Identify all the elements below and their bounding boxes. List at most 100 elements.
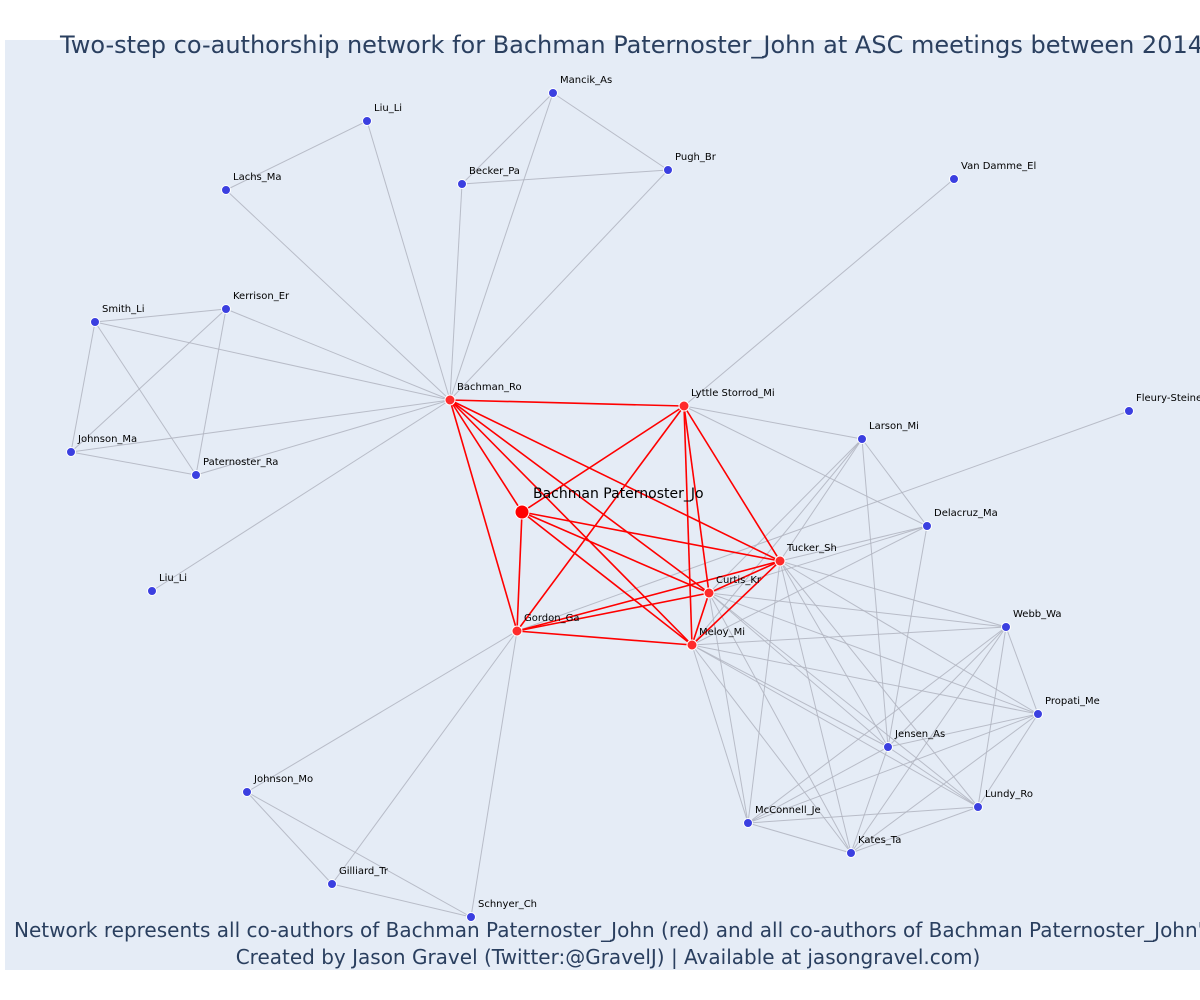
node-marker-fleury[interactable] [1125,407,1134,416]
node-label-schnyer: Schnyer_Ch [478,899,537,910]
edge-curtis-lundy [709,593,978,807]
edge-webb-lundy [978,627,1006,807]
node-delacruz[interactable]: Delacruz_Ma [923,508,998,531]
edge-webb-propati [1006,627,1038,714]
node-marker-meloy[interactable] [687,640,697,650]
edge-kerrison-bachman_ro [226,309,450,400]
edge-tucker-webb [780,561,1006,627]
node-kerrison[interactable]: Kerrison_Er [222,291,291,314]
node-marker-lyttle[interactable] [679,401,689,411]
caption-credit: Created by Jason Gravel (Twitter:@Gravel… [8,944,1200,970]
node-marker-curtis[interactable] [704,588,714,598]
node-marker-mancik[interactable] [549,89,558,98]
node-marker-kerrison[interactable] [222,305,231,314]
node-marker-johnson_ma[interactable] [67,448,76,457]
chart-title: Two-step co-authorship network for Bachm… [60,28,1200,62]
node-webb[interactable]: Webb_Wa [1002,609,1062,632]
node-smith[interactable]: Smith_Li [91,304,145,327]
node-propati[interactable]: Propati_Me [1034,696,1100,719]
edge-johnson_ma-paternoster_ra [71,452,196,475]
node-fleury[interactable]: Fleury-Steiner_Be [1125,393,1200,416]
edge-liu_li_top-bachman_ro [367,121,450,400]
node-marker-gilliard[interactable] [328,880,337,889]
node-marker-jensen[interactable] [884,743,893,752]
edge-curtis-webb [709,593,1006,627]
node-jensen[interactable]: Jensen_As [884,729,946,752]
node-marker-webb[interactable] [1002,623,1011,632]
node-label-jensen: Jensen_As [894,729,945,740]
node-larson[interactable]: Larson_Mi [858,421,919,444]
node-label-kerrison: Kerrison_Er [233,291,290,302]
node-marker-pugh[interactable] [664,166,673,175]
node-label-meloy: Meloy_Mi [699,627,745,638]
node-marker-mcconnell[interactable] [744,819,753,828]
edge-kerrison-paternoster_ra [196,309,226,475]
node-label-smith: Smith_Li [102,304,144,315]
coauthor-edge-focal-tucker [522,512,780,561]
node-marker-becker[interactable] [458,180,467,189]
node-marker-propati[interactable] [1034,710,1043,719]
node-vandamme[interactable]: Van Damme_El [950,161,1037,184]
node-label-propati: Propati_Me [1045,696,1100,707]
edge-liu_li_bot-bachman_ro [152,400,450,591]
edge-mancik-bachman_ro [450,93,553,400]
edge-lundy-kates [851,807,978,853]
node-paternoster_ra[interactable]: Paternoster_Ra [192,457,279,480]
node-label-delacruz: Delacruz_Ma [934,508,998,519]
edge-jensen-lundy [888,747,978,807]
node-marker-kates[interactable] [847,849,856,858]
node-label-liu_li_top: Liu_Li [374,103,402,114]
node-label-lachs: Lachs_Ma [233,172,282,183]
edge-becker-bachman_ro [450,184,462,400]
node-label-fleury: Fleury-Steiner_Be [1136,393,1200,404]
node-marker-paternoster_ra[interactable] [192,471,201,480]
node-pugh[interactable]: Pugh_Br [664,152,717,175]
edge-gordon-gilliard [332,631,517,884]
coauthor-edge-focal-gordon [517,512,522,631]
node-marker-gordon[interactable] [512,626,522,636]
node-marker-tucker[interactable] [775,556,785,566]
node-becker[interactable]: Becker_Pa [458,166,520,189]
node-marker-lachs[interactable] [222,186,231,195]
node-marker-smith[interactable] [91,318,100,327]
node-focal[interactable]: Bachman Paternoster_Jo [515,486,704,519]
node-label-paternoster_ra: Paternoster_Ra [203,457,278,468]
node-marker-larson[interactable] [858,435,867,444]
node-lachs[interactable]: Lachs_Ma [222,172,282,195]
node-label-pugh: Pugh_Br [675,152,717,163]
coauthor-edge-curtis-gordon [517,593,709,631]
node-marker-lundy[interactable] [974,803,983,812]
node-meloy[interactable]: Meloy_Mi [687,627,745,650]
node-marker-johnson_mo[interactable] [243,788,252,797]
node-label-mancik: Mancik_As [560,75,612,86]
node-marker-liu_li_bot[interactable] [148,587,157,596]
edge-larson-meloy [692,439,862,645]
node-mancik[interactable]: Mancik_As [549,75,613,98]
edge-smith-paternoster_ra [95,322,196,475]
edge-larson-jensen [862,439,888,747]
edge-gordon-johnson_mo [247,631,517,792]
edge-gilliard-schnyer [332,884,471,917]
node-label-tucker: Tucker_Sh [786,543,837,554]
coauthor-edge-meloy-gordon [517,631,692,645]
edge-smith-bachman_ro [95,322,450,400]
node-label-johnson_ma: Johnson_Ma [77,434,137,445]
nodes-layer[interactable]: Bachman Paternoster_Jo Bachman_Ro Lyttle S… [67,75,1200,922]
edge-fleury-gordon [517,411,1129,631]
edge-mancik-pugh [553,93,668,170]
node-liu_li_bot[interactable]: Liu_Li [148,573,188,596]
node-marker-liu_li_top[interactable] [363,117,372,126]
first-degree-edges [450,400,780,645]
node-liu_li_top[interactable]: Liu_Li [363,103,403,126]
node-johnson_mo[interactable]: Johnson_Mo [243,774,314,797]
node-label-becker: Becker_Pa [469,166,520,177]
node-mcconnell[interactable]: McConnell_Je [744,805,821,828]
coauthor-edge-lyttle-gordon [517,406,684,631]
node-label-liu_li_bot: Liu_Li [159,573,187,584]
node-marker-bachman_ro[interactable] [445,395,455,405]
node-marker-delacruz[interactable] [923,522,932,531]
node-marker-vandamme[interactable] [950,175,959,184]
node-kates[interactable]: Kates_Ta [847,835,902,858]
node-marker-focal[interactable] [515,505,529,519]
